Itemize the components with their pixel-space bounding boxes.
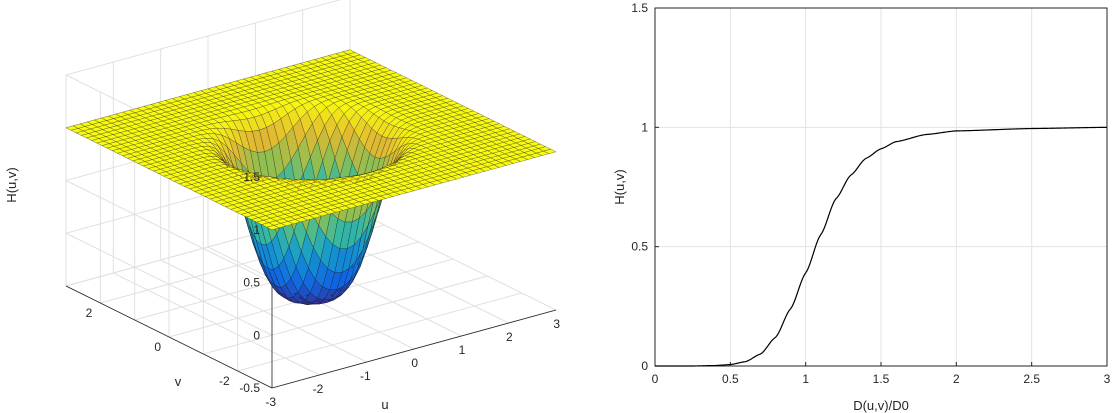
line-plot: 0 0.5 1 1.5 2 2.5 3 0 0.5 1 1.5 D(u,v)/D0 H(u,v): [612, 1, 1111, 413]
z-tick-label: 1: [253, 223, 260, 237]
u-tick-label: -2: [313, 382, 324, 396]
x-tick-label: 3: [1104, 372, 1111, 386]
x-tick-label: 0: [652, 372, 659, 386]
x-axis-label: D(u,v)/D0: [853, 398, 909, 413]
z-tick-label: 0: [253, 328, 260, 342]
u-tick-label: -1: [360, 369, 371, 383]
y-tick-label: 1.5: [631, 1, 648, 15]
x-tick-label: 2.5: [1023, 372, 1040, 386]
u-tick-label: 3: [553, 317, 560, 331]
z-tick-label: 1.5: [243, 170, 260, 184]
x-tick-label: 1.5: [873, 372, 890, 386]
x-tick-label: 2: [953, 372, 960, 386]
surface-plot: -0.5 0 0.5 1 1.5 -3 -2 -1 0 1 2 3 -2 0 2 H(u,v) u v: [4, 0, 560, 412]
y-axis-label: H(u,v): [612, 169, 627, 204]
series-line: [655, 126, 1108, 367]
u-axis-label: u: [381, 397, 388, 412]
v-tick-label: 0: [154, 340, 161, 354]
surface: [65, 49, 557, 305]
u-tick-label: 2: [506, 330, 513, 344]
u-tick-label: -3: [265, 395, 276, 409]
y-tick-label: 1: [641, 120, 648, 134]
u-tick-label: 0: [411, 356, 418, 370]
v-tick-label: -2: [219, 374, 230, 388]
u-tick-label: 1: [459, 343, 466, 357]
floor-gridline: [203, 275, 488, 355]
x-tick-label: 1: [802, 372, 809, 386]
z-tick-label: 0.5: [243, 276, 260, 290]
y-tick-label: 0: [641, 359, 648, 373]
v-axis-label: v: [175, 374, 182, 389]
v-axis-line: [65, 285, 273, 389]
floor-gridline: [237, 292, 522, 372]
u-axis-line: [271, 309, 557, 389]
y-tick-label: 0.5: [631, 240, 648, 254]
z-axis-label: H(u,v): [4, 167, 19, 202]
axes-box: [654, 7, 1108, 367]
v-tick-label: 2: [86, 306, 93, 320]
surface-patch: [543, 149, 557, 154]
z-tick-label: -0.5: [239, 381, 260, 395]
x-tick-label: 0.5: [722, 372, 739, 386]
